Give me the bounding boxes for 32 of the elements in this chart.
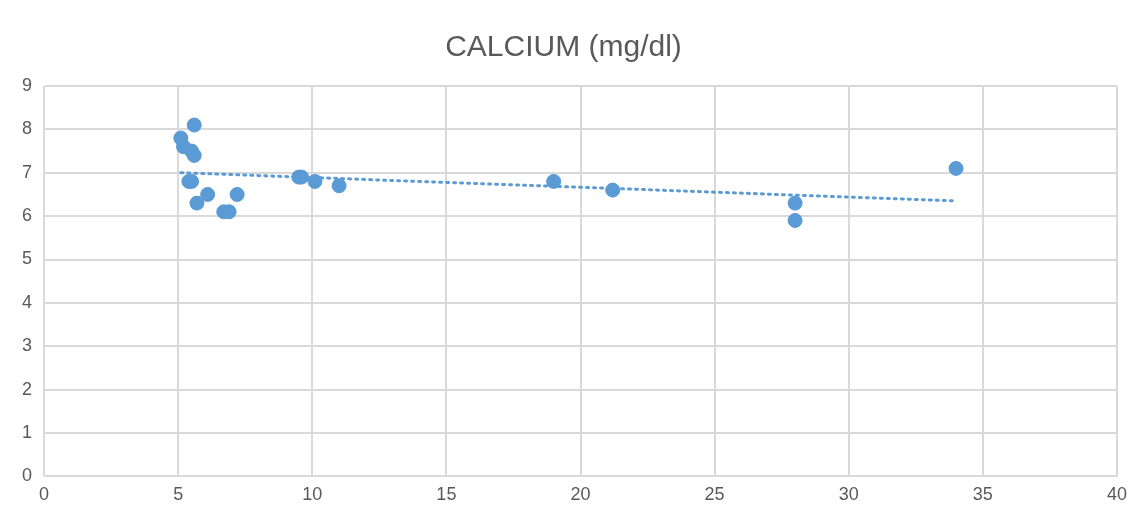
point <box>229 186 245 202</box>
point <box>200 186 216 202</box>
y-tick-label: 9 <box>22 74 33 95</box>
point <box>546 173 562 189</box>
y-tick-label: 5 <box>22 248 33 269</box>
point <box>787 212 803 228</box>
x-tick-label: 35 <box>972 484 993 505</box>
y-tick-label: 4 <box>22 291 33 312</box>
x-tick-label: 25 <box>704 484 725 505</box>
y-tick-label: 0 <box>22 465 33 486</box>
y-tick-label: 6 <box>22 205 33 226</box>
chart-title: CALCIUM (mg/dl) <box>445 29 682 63</box>
y-tick-label: 2 <box>22 378 33 399</box>
y-tick-label: 3 <box>22 335 33 356</box>
x-tick-label: 5 <box>173 484 184 505</box>
x-tick-label: 15 <box>436 484 457 505</box>
point <box>948 160 964 176</box>
x-tick-label: 10 <box>302 484 323 505</box>
point <box>605 182 621 198</box>
y-tick-label: 7 <box>22 161 33 182</box>
point <box>186 147 202 163</box>
point <box>307 173 323 189</box>
point <box>331 178 347 194</box>
x-tick-label: 30 <box>838 484 859 505</box>
point <box>186 117 202 133</box>
x-tick-label: 0 <box>39 484 50 505</box>
y-tick-label: 8 <box>22 118 33 139</box>
x-tick-label: 40 <box>1106 484 1128 505</box>
point <box>787 195 803 211</box>
y-tick-label: 1 <box>22 421 33 442</box>
x-tick-label: 20 <box>570 484 591 505</box>
point <box>189 195 205 211</box>
